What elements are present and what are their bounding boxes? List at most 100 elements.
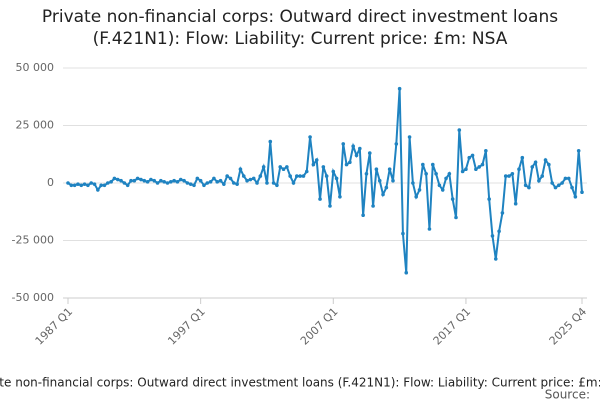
point: [566, 176, 571, 181]
point: [477, 165, 482, 169]
point: [314, 158, 319, 162]
y-tick-label: 25 000: [16, 119, 55, 132]
point: [225, 174, 229, 178]
point: [493, 257, 498, 261]
point: [560, 181, 564, 185]
point: [155, 181, 160, 185]
point: [537, 178, 541, 183]
point: [92, 182, 97, 186]
point: [377, 178, 382, 183]
point: [470, 153, 475, 158]
point: [278, 165, 283, 169]
point: [142, 178, 147, 183]
point: [328, 204, 332, 208]
point: [517, 167, 521, 171]
point: [371, 204, 375, 208]
point: [440, 188, 445, 192]
point: [122, 181, 127, 185]
point: [351, 144, 355, 148]
point: [573, 195, 578, 199]
point: [510, 172, 515, 176]
point: [298, 174, 302, 178]
point: [258, 174, 263, 178]
point: [235, 182, 239, 186]
point: [411, 181, 415, 185]
point: [261, 165, 266, 169]
x-tick-label: 1997 Q1: [165, 305, 208, 348]
y-tick-label: -25 000: [12, 234, 54, 247]
point: [344, 162, 349, 167]
point: [195, 176, 200, 181]
point: [437, 183, 442, 188]
point: [139, 177, 143, 182]
point: [397, 86, 402, 91]
point: [533, 160, 538, 165]
point: [417, 188, 422, 192]
point: [334, 176, 339, 181]
point: [467, 155, 472, 160]
point: [480, 162, 485, 167]
point: [430, 162, 435, 167]
point: [520, 155, 525, 160]
point: [318, 197, 322, 201]
point: [295, 174, 299, 178]
point: [361, 213, 365, 217]
point: [457, 128, 462, 132]
point: [364, 172, 369, 176]
point: [245, 178, 249, 183]
point: [86, 183, 90, 188]
point: [338, 195, 342, 199]
point: [444, 176, 448, 181]
point: [374, 167, 379, 171]
point: [205, 181, 210, 185]
point: [291, 181, 296, 185]
point: [540, 174, 545, 178]
point: [202, 183, 206, 188]
point: [72, 183, 77, 188]
point: [232, 181, 236, 185]
point: [434, 172, 438, 176]
point: [265, 181, 269, 185]
point: [255, 181, 259, 185]
point: [178, 177, 183, 182]
point: [251, 176, 256, 181]
point: [543, 158, 548, 162]
point: [185, 181, 190, 185]
point: [268, 139, 273, 144]
point: [580, 190, 584, 194]
point: [556, 183, 561, 188]
point: [169, 180, 173, 184]
source: Source:: [545, 388, 590, 400]
point: [384, 185, 389, 190]
point: [407, 135, 412, 139]
point: [96, 188, 100, 192]
point: [222, 182, 226, 186]
point: [152, 178, 157, 183]
point: [421, 162, 425, 167]
point: [576, 149, 581, 153]
point: [450, 197, 455, 201]
y-tick-label: -50 000: [12, 291, 54, 304]
point: [367, 151, 372, 155]
point: [507, 174, 511, 178]
point: [391, 178, 395, 183]
point: [474, 167, 478, 171]
point: [248, 177, 253, 182]
point: [238, 167, 243, 171]
point: [553, 185, 558, 190]
point: [288, 174, 292, 178]
point: [454, 215, 458, 220]
x-tick-label: 2025 Q4: [547, 305, 590, 348]
point: [145, 180, 150, 184]
point: [76, 182, 80, 186]
point: [308, 135, 312, 139]
point: [82, 182, 87, 186]
point: [228, 176, 233, 181]
point: [182, 178, 186, 183]
point: [198, 178, 203, 183]
point: [497, 229, 501, 234]
point: [109, 180, 113, 184]
point: [218, 178, 223, 183]
x-tick-label: 1987 Q1: [33, 305, 76, 348]
point: [490, 234, 495, 238]
